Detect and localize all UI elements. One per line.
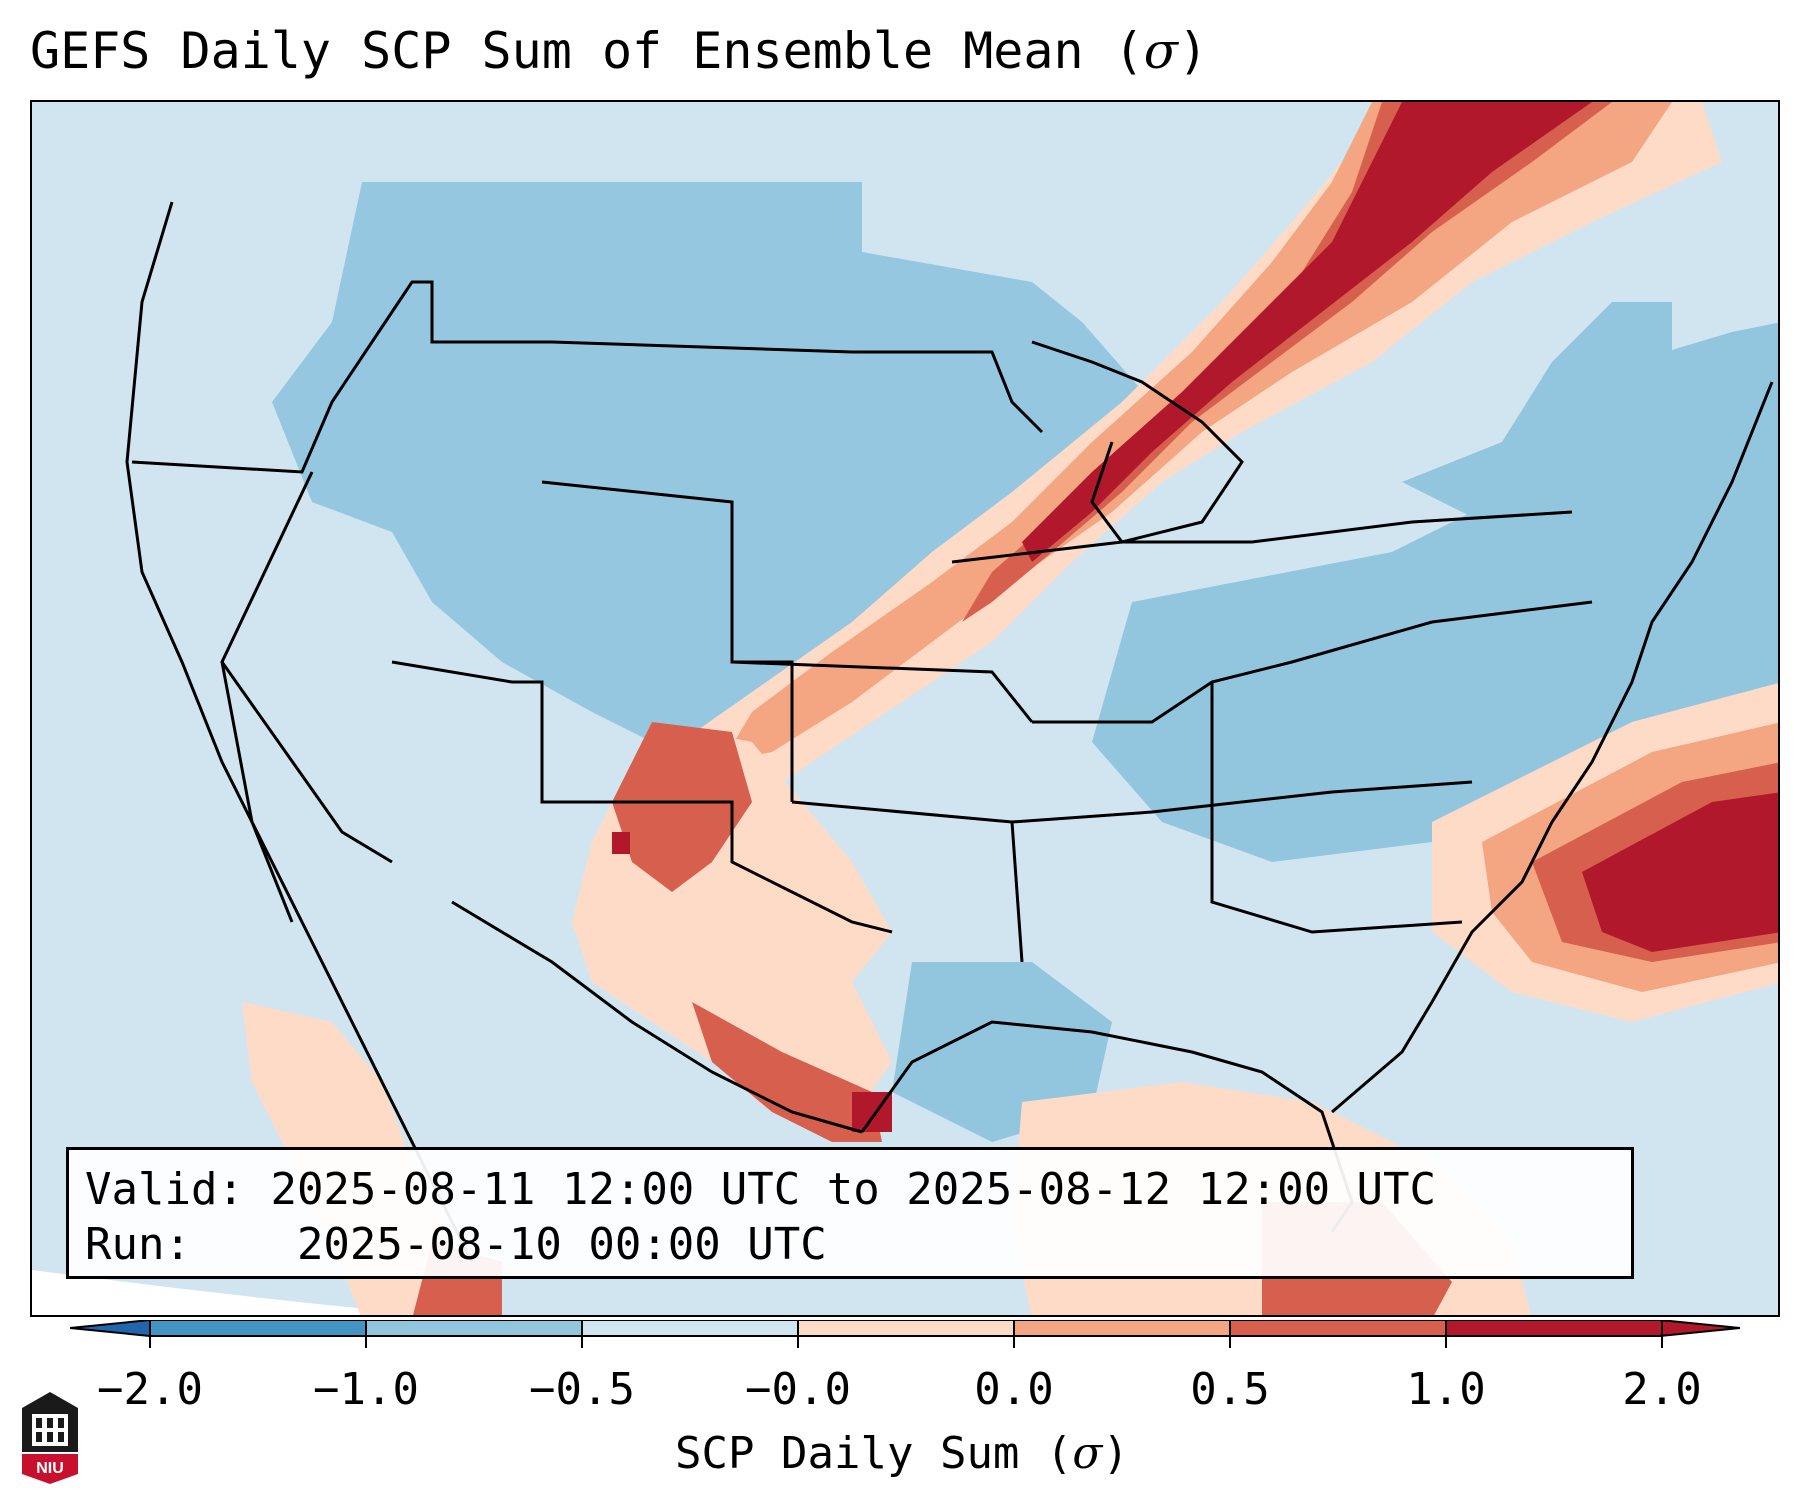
blue-field-gulf — [892, 962, 1112, 1142]
map-panel — [30, 100, 1780, 1317]
colorbar-tick-label: 0.5 — [1190, 1364, 1270, 1415]
colorbar-extend-low — [70, 1320, 150, 1336]
warm-cell-nm — [612, 832, 630, 854]
warm-band-middle — [722, 102, 1672, 762]
colorbar-tick-label: −2.0 — [97, 1364, 203, 1415]
warm-field-panhandle — [612, 722, 752, 892]
warm-band-inner — [962, 102, 1612, 622]
colorbar-segments — [150, 1320, 1663, 1336]
valid-label: Valid: — [85, 1164, 244, 1215]
colorbar-segment — [366, 1320, 583, 1336]
colorbar-tick-label: −1.0 — [313, 1364, 419, 1415]
colorbar-tick-label: 0.0 — [974, 1364, 1054, 1415]
colorbar-label: SCP Daily Sum (σ) — [675, 1428, 1129, 1479]
colorbar-tick-label: −0.5 — [529, 1364, 635, 1415]
warm-field-atlantic-core — [1582, 792, 1778, 952]
run-label: Run: — [85, 1219, 191, 1270]
colorbar-tick-label: −0.0 — [745, 1364, 851, 1415]
warm-band-core — [1022, 102, 1592, 562]
colorbar-segment — [1446, 1320, 1663, 1336]
colorbar-segment — [798, 1320, 1015, 1336]
colorbar-segment — [1014, 1320, 1231, 1336]
run-info-box: Valid: 2025-08-11 12:00 UTC to 2025-08-1… — [66, 1147, 1634, 1279]
run-value: 2025-08-10 00:00 UTC — [296, 1219, 827, 1270]
niu-logo: NIU — [22, 1392, 78, 1484]
colorbar-extend-high — [1660, 1320, 1740, 1336]
colorbar-tick-label: 2.0 — [1622, 1364, 1702, 1415]
colorbar-segment — [1230, 1320, 1447, 1336]
valid-row: Valid: 2025-08-11 12:00 UTC to 2025-08-1… — [85, 1162, 1631, 1217]
colorbar-outline — [70, 1320, 1740, 1337]
colorbar — [70, 1320, 1740, 1348]
colorbar-segment — [150, 1320, 367, 1336]
map-svg — [32, 102, 1778, 1315]
colorbar-tick-label: 1.0 — [1406, 1364, 1486, 1415]
colorbar-ticks — [149, 1320, 1663, 1348]
logo-text: NIU — [36, 1460, 64, 1477]
colorbar-segment — [582, 1320, 799, 1336]
valid-value: 2025-08-11 12:00 UTC to 2025-08-12 12:00… — [270, 1164, 1437, 1215]
blue-field-northeast — [1402, 302, 1672, 532]
warm-field-south-texas — [692, 1002, 882, 1142]
state-borders — [131, 280, 1593, 963]
run-row: Run: 2025-08-10 00:00 UTC — [85, 1217, 1631, 1272]
chart-title: GEFS Daily SCP Sum of Ensemble Mean (σ) — [30, 22, 1209, 80]
